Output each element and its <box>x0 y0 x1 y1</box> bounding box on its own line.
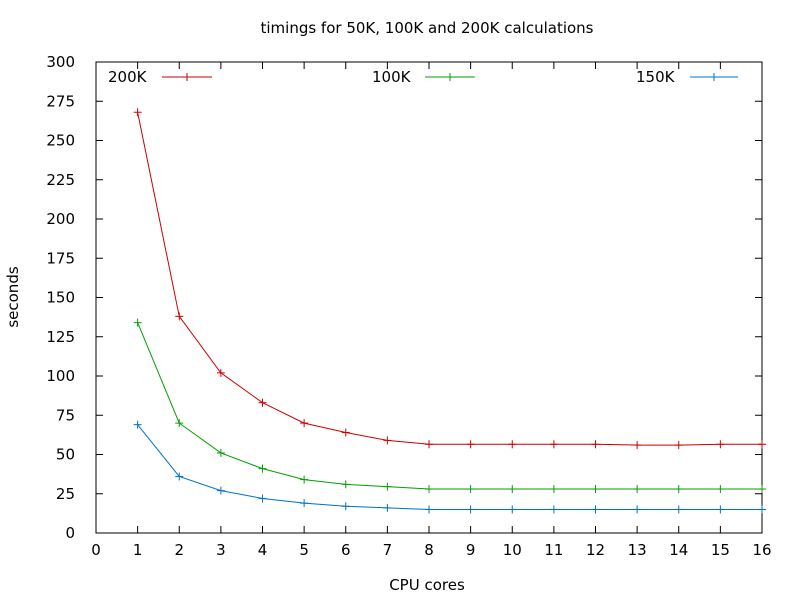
data-point <box>133 420 142 429</box>
x-tick-label: 4 <box>258 541 268 559</box>
x-tick-label: 5 <box>299 541 309 559</box>
data-point <box>383 482 392 491</box>
x-tick-label: 13 <box>628 541 647 559</box>
data-point <box>716 485 725 494</box>
data-point <box>633 441 642 450</box>
data-point <box>591 440 600 449</box>
y-tick-label: 275 <box>46 92 75 110</box>
data-point <box>133 318 142 327</box>
series-lines <box>133 108 766 514</box>
x-tick-label: 1 <box>133 541 143 559</box>
series-100K <box>133 318 766 494</box>
y-tick-label: 150 <box>46 289 75 307</box>
x-tick-label: 8 <box>424 541 434 559</box>
legend-label: 200K <box>108 68 148 86</box>
data-point <box>425 505 433 514</box>
x-tick-label: 14 <box>669 541 688 559</box>
data-point <box>175 472 184 481</box>
data-point <box>549 440 558 449</box>
y-tick-label: 250 <box>46 132 75 150</box>
legend-entry: 200K <box>108 68 212 86</box>
x-tick-label: 0 <box>91 541 101 559</box>
chart-title: timings for 50K, 100K and 200K calculati… <box>260 19 593 37</box>
series-200K <box>133 108 766 450</box>
y-tick-label: 300 <box>46 53 75 71</box>
y-tick-label: 25 <box>56 485 75 503</box>
data-point <box>216 486 225 495</box>
x-tick-label: 2 <box>174 541 184 559</box>
x-tick-label: 6 <box>341 541 351 559</box>
data-point <box>175 312 184 321</box>
data-point <box>716 505 725 514</box>
data-point <box>258 398 267 407</box>
series-line <box>137 424 762 510</box>
data-point <box>591 485 600 494</box>
y-tick-label: 200 <box>46 210 75 228</box>
series-line <box>137 112 762 446</box>
x-tick-label: 12 <box>586 541 605 559</box>
data-point <box>466 440 475 449</box>
data-point <box>258 494 267 503</box>
legend: 200K 100K 150K <box>108 68 738 86</box>
x-tick-label: 16 <box>752 541 771 559</box>
x-tick-label: 11 <box>544 541 563 559</box>
data-point <box>383 503 392 512</box>
x-tick-label: 3 <box>216 541 226 559</box>
legend-label: 100K <box>372 68 412 86</box>
legend-entry: 100K <box>372 68 475 86</box>
data-point <box>591 505 600 514</box>
y-tick-label: 225 <box>46 171 75 189</box>
data-point <box>466 485 475 494</box>
data-point <box>175 419 184 428</box>
data-point <box>300 419 309 428</box>
data-point <box>508 485 517 494</box>
series-150K <box>133 420 766 514</box>
legend-entry: 150K <box>636 68 738 86</box>
x-tick-label: 7 <box>383 541 393 559</box>
data-point <box>383 436 392 445</box>
data-point <box>508 440 517 449</box>
data-point <box>216 448 225 457</box>
plot-frame <box>95 61 763 534</box>
data-point <box>425 440 433 449</box>
y-tick-label: 50 <box>56 446 75 464</box>
x-tick-label: 15 <box>711 541 730 559</box>
data-point <box>674 441 683 450</box>
y-tick-label: 75 <box>56 406 75 424</box>
data-point <box>633 485 642 494</box>
data-point <box>758 485 766 494</box>
data-point <box>258 464 267 473</box>
data-point <box>633 505 642 514</box>
data-point <box>758 505 766 514</box>
y-tick-label: 175 <box>46 249 75 267</box>
data-point <box>674 505 683 514</box>
y-axis-label: seconds <box>4 266 22 327</box>
data-point <box>425 485 433 494</box>
data-point <box>549 485 558 494</box>
legend-label: 150K <box>636 68 676 86</box>
y-tick-label: 100 <box>46 367 75 385</box>
data-point <box>341 502 350 511</box>
data-point <box>133 108 142 117</box>
data-point <box>674 485 683 494</box>
data-point <box>466 505 475 514</box>
data-point <box>216 368 225 377</box>
x-tick-label: 10 <box>503 541 522 559</box>
data-point <box>549 505 558 514</box>
x-tick-label: 9 <box>466 541 476 559</box>
data-point <box>300 475 309 484</box>
data-point <box>758 440 766 449</box>
series-line <box>137 322 762 490</box>
axis-ticks: 0 1 2 3 4 5 6 7 8 9 10 11 12 13 14 15 160255075100125150… <box>46 53 771 559</box>
data-point <box>341 428 350 437</box>
y-tick-label: 0 <box>65 524 75 542</box>
data-point <box>716 440 725 449</box>
data-point <box>300 499 309 508</box>
data-point <box>508 505 517 514</box>
x-axis-label: CPU cores <box>389 576 465 594</box>
y-tick-label: 125 <box>46 328 75 346</box>
data-point <box>341 480 350 489</box>
